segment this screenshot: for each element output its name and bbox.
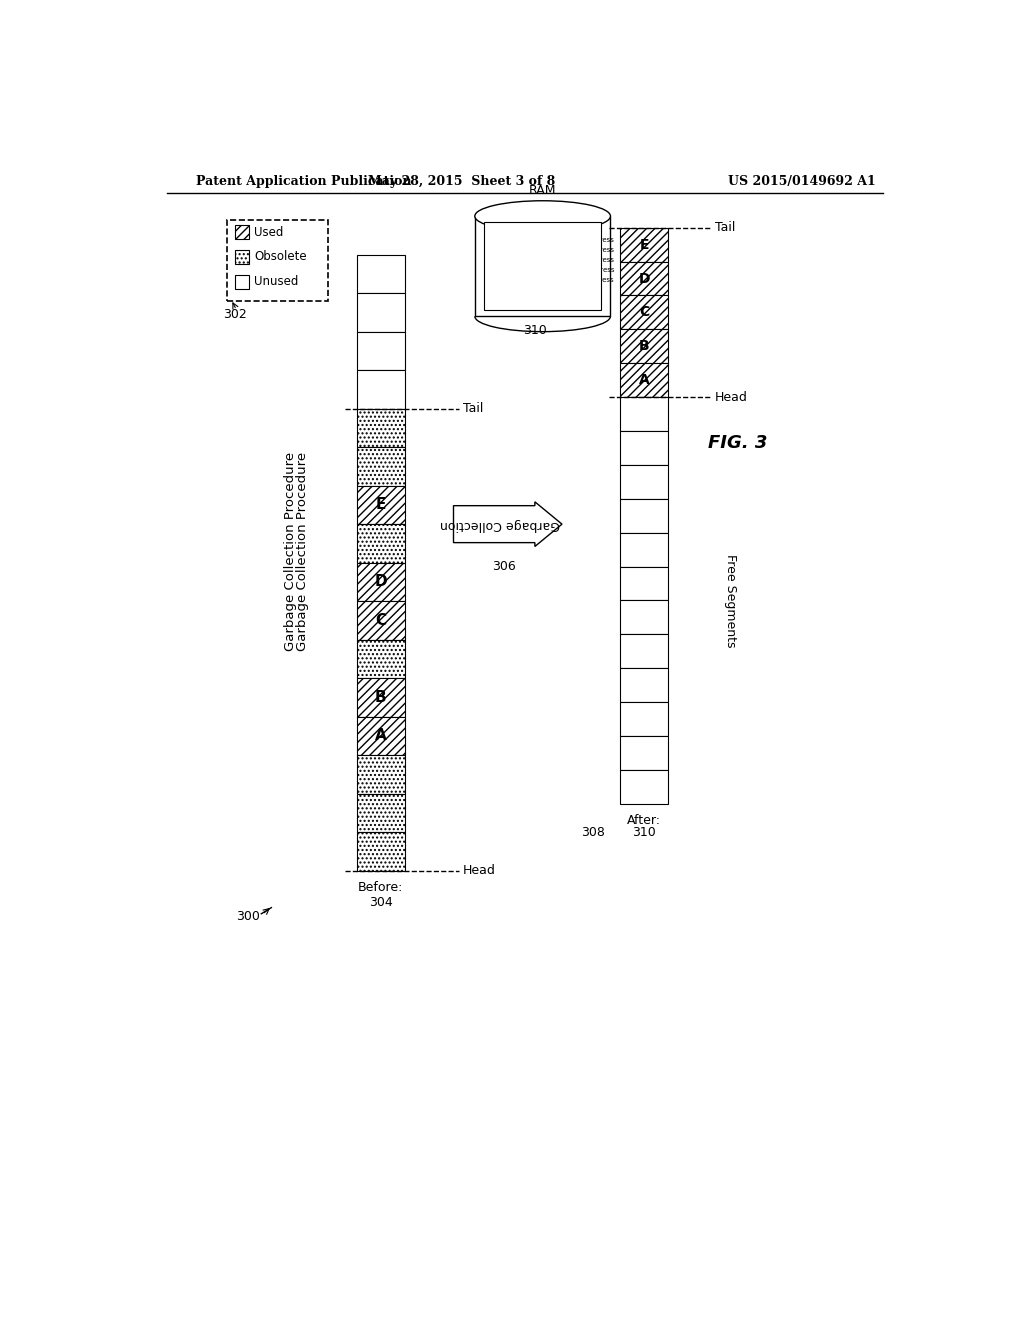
Text: 310: 310 bbox=[523, 323, 547, 337]
Bar bbox=[234, 249, 249, 264]
Text: C: Logical Address→Physical Address: C: Logical Address→Physical Address bbox=[486, 257, 614, 263]
Text: B: Logical Address→Physical Address: B: Logical Address→Physical Address bbox=[486, 247, 614, 253]
Bar bbox=[356, 524, 404, 562]
Text: Obsolete: Obsolete bbox=[254, 251, 307, 264]
Bar bbox=[621, 566, 669, 601]
Bar bbox=[356, 678, 404, 717]
Text: FIG. 3: FIG. 3 bbox=[709, 434, 768, 453]
Bar bbox=[621, 296, 669, 330]
Text: D: D bbox=[375, 574, 387, 590]
Text: Garbage Collection Procedure: Garbage Collection Procedure bbox=[285, 451, 297, 651]
Text: A: A bbox=[639, 374, 649, 387]
Text: Before:: Before: bbox=[358, 880, 403, 894]
Bar bbox=[621, 465, 669, 499]
Bar bbox=[621, 737, 669, 770]
Bar bbox=[356, 409, 404, 447]
Bar bbox=[621, 601, 669, 635]
Text: Free Segments: Free Segments bbox=[724, 553, 736, 647]
Text: Head: Head bbox=[715, 391, 748, 404]
Bar bbox=[356, 447, 404, 486]
Text: E: Logical Address→Physical Address: E: Logical Address→Physical Address bbox=[486, 277, 614, 282]
Text: Head: Head bbox=[463, 865, 496, 878]
Text: Used: Used bbox=[254, 226, 284, 239]
Text: US 2015/0149692 A1: US 2015/0149692 A1 bbox=[728, 176, 877, 187]
Text: E: E bbox=[376, 498, 386, 512]
Bar bbox=[356, 562, 404, 601]
Bar bbox=[484, 222, 601, 310]
Text: Garbage Collection Procedure: Garbage Collection Procedure bbox=[296, 451, 309, 651]
Bar bbox=[356, 640, 404, 678]
Text: 304: 304 bbox=[369, 896, 392, 909]
Text: 302: 302 bbox=[223, 308, 247, 321]
Text: B: B bbox=[639, 339, 649, 354]
Bar bbox=[621, 397, 669, 430]
Bar bbox=[356, 255, 404, 293]
Bar bbox=[621, 330, 669, 363]
Bar bbox=[621, 770, 669, 804]
Text: 300: 300 bbox=[236, 911, 260, 924]
Bar bbox=[234, 226, 249, 239]
Bar bbox=[621, 532, 669, 566]
Text: Unused: Unused bbox=[254, 275, 299, 288]
FancyArrow shape bbox=[454, 502, 562, 546]
Text: Garbage Collection: Garbage Collection bbox=[440, 517, 560, 531]
Text: After:: After: bbox=[627, 814, 662, 828]
Bar bbox=[621, 228, 669, 261]
FancyBboxPatch shape bbox=[227, 220, 328, 301]
Bar bbox=[356, 793, 404, 832]
Text: BM Redirection Table: BM Redirection Table bbox=[493, 227, 593, 236]
Text: C: C bbox=[639, 305, 649, 319]
Bar bbox=[621, 363, 669, 397]
Bar bbox=[234, 275, 249, 289]
Bar bbox=[475, 216, 610, 317]
Bar bbox=[356, 755, 404, 793]
Bar bbox=[356, 293, 404, 331]
Bar bbox=[356, 717, 404, 755]
Bar bbox=[621, 499, 669, 533]
Text: RAM: RAM bbox=[528, 183, 556, 197]
Text: D: Logical Address→Physical Address: D: Logical Address→Physical Address bbox=[486, 267, 615, 273]
Text: 308: 308 bbox=[581, 826, 605, 840]
Bar bbox=[356, 370, 404, 409]
Text: A: A bbox=[375, 729, 386, 743]
Text: Tail: Tail bbox=[463, 403, 483, 416]
Bar bbox=[621, 261, 669, 296]
Text: B: B bbox=[375, 690, 386, 705]
Bar bbox=[621, 432, 669, 465]
Text: 306: 306 bbox=[492, 560, 516, 573]
Text: 310: 310 bbox=[632, 826, 656, 840]
Text: E: E bbox=[639, 238, 649, 252]
Text: Tail: Tail bbox=[715, 222, 735, 234]
Ellipse shape bbox=[475, 201, 610, 231]
Bar bbox=[356, 832, 404, 871]
Text: Patent Application Publication: Patent Application Publication bbox=[197, 176, 412, 187]
Text: D: D bbox=[638, 272, 650, 285]
Bar bbox=[356, 601, 404, 640]
Text: A: Logical Address→Physical Address: A: Logical Address→Physical Address bbox=[486, 238, 614, 243]
Text: May 28, 2015  Sheet 3 of 8: May 28, 2015 Sheet 3 of 8 bbox=[368, 176, 555, 187]
Bar bbox=[356, 486, 404, 524]
Text: C: C bbox=[375, 612, 386, 628]
Bar bbox=[356, 331, 404, 370]
Bar bbox=[621, 702, 669, 737]
Bar bbox=[621, 668, 669, 702]
Bar bbox=[621, 635, 669, 668]
